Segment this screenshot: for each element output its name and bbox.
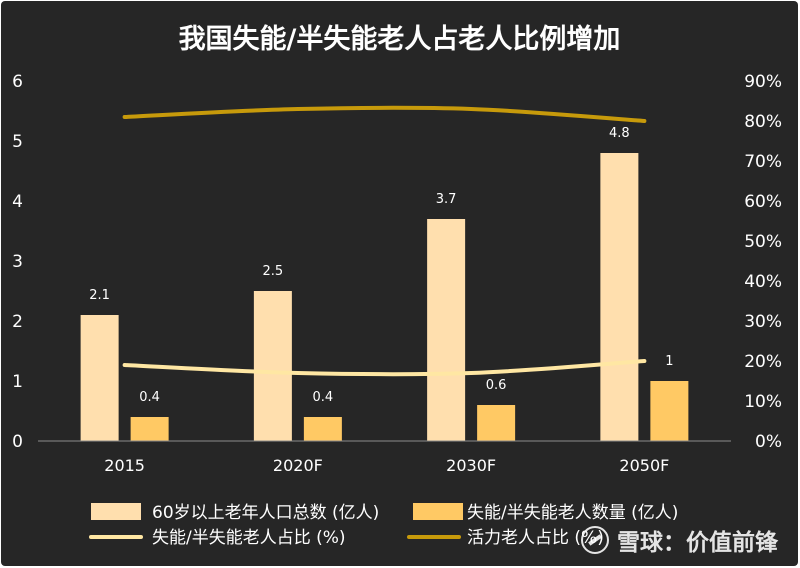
y-right-tick-label-50pct: 50% <box>744 232 782 252</box>
y-left-tick-label-6: 6 <box>12 72 23 92</box>
bar-disabled-2030F <box>477 405 516 441</box>
y-left-tick-label-0: 0 <box>12 432 23 452</box>
legend-swatch-disabled <box>413 503 463 520</box>
line-disabled-ratio <box>122 359 647 377</box>
x-tick-label-2050F: 2050F <box>619 456 669 475</box>
data-label-disabled-2030F: 0.6 <box>486 378 507 393</box>
bar-disabled-2015 <box>130 417 169 441</box>
data-label-total-2020F: 2.5 <box>263 264 284 279</box>
legend-label-disabled: 失能/半失能老人数量 (亿人) <box>467 503 678 523</box>
data-label-total-2015: 2.1 <box>89 288 110 303</box>
legend-swatch-total <box>91 503 141 520</box>
legend-label-total: 60岁以上老年人口总数 (亿人) <box>152 503 379 523</box>
y-right-tick-label-40pct: 40% <box>744 272 782 292</box>
legend-label-disabled-ratio: 失能/半失能老人占比 (%) <box>152 528 346 548</box>
snowball-logo-icon <box>581 526 609 554</box>
y-right-tick-label-80pct: 80% <box>744 112 782 132</box>
x-tick-label-2020F: 2020F <box>273 456 323 475</box>
y-left-tick-label-5: 5 <box>12 132 23 152</box>
line-active-ratio <box>122 105 647 123</box>
bar-disabled-2020F <box>303 417 342 441</box>
legend-label-active-ratio: 活力老人占比 (%) <box>467 528 604 548</box>
bar-total-2050F <box>600 153 639 441</box>
y-right-tick-label-10pct: 10% <box>744 392 782 412</box>
y-right-tick-label-90pct: 90% <box>744 72 782 92</box>
bar-disabled-2050F <box>650 381 689 441</box>
watermark-text: 雪球：价值前锋 <box>617 530 778 556</box>
y-left-tick-label-2: 2 <box>12 312 23 332</box>
bar-total-2030F <box>427 219 466 441</box>
data-label-disabled-2050F: 1 <box>665 354 673 369</box>
data-label-disabled-2020F: 0.4 <box>313 390 334 405</box>
watermark: 雪球：价值前锋 <box>581 523 778 557</box>
y-left-tick-label-1: 1 <box>12 372 23 392</box>
bar-total-2015 <box>80 315 119 441</box>
y-right-tick-label-70pct: 70% <box>744 152 782 172</box>
data-label-total-2050F: 4.8 <box>609 126 630 141</box>
y-left-tick-label-3: 3 <box>12 252 23 272</box>
y-right-tick-label-20pct: 20% <box>744 352 782 372</box>
y-right-tick-label-30pct: 30% <box>744 312 782 332</box>
y-left-tick-label-4: 4 <box>12 192 23 212</box>
y-right-tick-label-60pct: 60% <box>744 192 782 212</box>
y-right-tick-label-0pct: 0% <box>755 432 782 452</box>
bar-total-2020F <box>253 291 292 441</box>
data-label-total-2030F: 3.7 <box>436 192 457 207</box>
legend: 60岁以上老年人口总数 (亿人) 失能/半失能老人数量 (亿人) 失能/半失能老… <box>89 503 678 548</box>
x-tick-label-2015: 2015 <box>104 456 145 475</box>
x-tick-label-2030F: 2030F <box>446 456 496 475</box>
chart-title: 我国失能/半失能老人占老人比例增加 <box>178 24 621 55</box>
data-label-disabled-2015: 0.4 <box>139 390 160 405</box>
